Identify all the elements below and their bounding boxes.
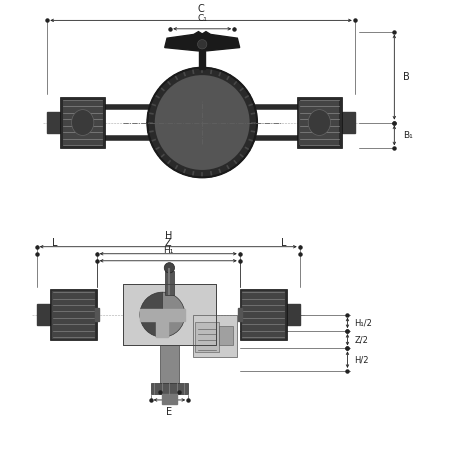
Circle shape [167,87,237,157]
Circle shape [198,118,206,126]
Bar [123,284,216,345]
Bar [219,326,233,345]
Wedge shape [162,292,185,337]
Text: L: L [52,238,57,248]
Bar [238,308,242,321]
Bar [240,289,287,340]
Bar [37,305,50,325]
Text: H₁/2: H₁/2 [354,318,372,328]
Text: Z/2: Z/2 [354,335,368,344]
Bar [164,271,174,295]
Bar [156,314,168,337]
Circle shape [148,68,257,177]
Bar [123,284,216,345]
Text: H₁: H₁ [163,246,173,255]
Bar [50,289,97,340]
Circle shape [193,113,212,132]
Text: B: B [403,72,409,82]
Bar [162,394,177,404]
Bar [195,321,219,352]
Text: C₁: C₁ [197,14,207,23]
Circle shape [197,39,207,49]
Text: H/2: H/2 [354,355,369,364]
Bar [199,51,205,69]
Wedge shape [140,292,162,337]
Circle shape [160,80,244,165]
Text: d: d [166,376,172,386]
Text: E: E [166,407,172,417]
Circle shape [174,94,230,150]
Bar [299,101,339,145]
Ellipse shape [71,110,94,135]
Bar [52,291,94,338]
Text: B₁: B₁ [403,131,413,140]
Bar [61,97,105,149]
Polygon shape [202,31,240,51]
Ellipse shape [308,110,330,135]
Bar [193,314,237,357]
Bar [151,383,188,394]
Bar [47,112,61,133]
Bar [140,309,185,321]
Polygon shape [164,31,202,51]
Text: H: H [164,231,172,241]
Text: Z: Z [165,238,172,248]
Bar [342,112,355,133]
Bar [95,308,99,321]
Text: C: C [198,4,204,14]
Bar [242,291,284,338]
Bar [297,97,342,149]
Circle shape [187,107,218,138]
Bar [287,305,300,325]
Circle shape [180,101,224,144]
Text: L: L [282,238,287,248]
Circle shape [155,75,250,170]
Text: E: E [166,397,172,407]
Bar [160,345,179,383]
Bar [63,101,102,145]
Circle shape [164,263,174,273]
